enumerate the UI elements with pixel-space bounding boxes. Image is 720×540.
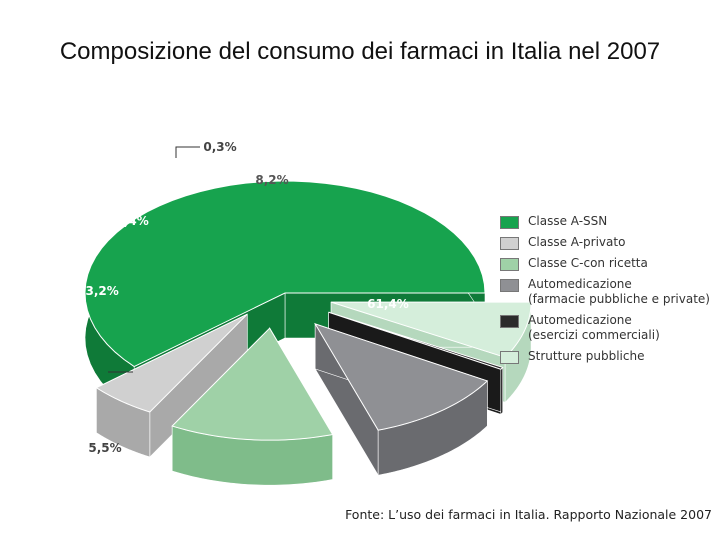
slice-label-1: 5,5% <box>88 441 121 455</box>
slice-label-2: 13,2% <box>77 284 119 298</box>
legend-label: Automedicazione (farmacie pubbliche e pri… <box>528 277 710 306</box>
legend-swatch <box>500 237 519 250</box>
legend-item-4: Automedicazione (esercizi commerciali) <box>500 313 715 343</box>
legend-label: Automedicazione (esercizi commerciali) <box>528 313 660 342</box>
pie-slice-2 <box>171 327 334 486</box>
slice-label-0: 61,4% <box>367 297 409 311</box>
legend-label: Strutture pubbliche <box>528 349 645 363</box>
pie-slice-3 <box>314 322 489 477</box>
slice-label-3: 11,4% <box>107 214 149 228</box>
legend-item-3: Automedicazione (farmacie pubbliche e pri… <box>500 277 715 307</box>
slice-label-4: 0,3% <box>203 140 236 154</box>
slice-label-5: 8,2% <box>255 173 288 187</box>
leader-line-0-3 <box>175 146 200 158</box>
source-note: Fonte: L’uso dei farmaci in Italia. Rapp… <box>345 507 712 522</box>
legend-swatch <box>500 351 519 364</box>
legend-item-2: Classe C-con ricetta <box>500 256 715 271</box>
legend-label: Classe A-SSN <box>528 214 608 228</box>
pie-slice-1 <box>95 313 248 458</box>
legend: Classe A-SSN Classe A-privato Classe C-con… <box>500 214 715 370</box>
legend-swatch <box>500 279 519 292</box>
legend-swatch <box>500 258 519 271</box>
legend-swatch <box>500 315 519 328</box>
legend-item-0: Classe A-SSN <box>500 214 715 229</box>
legend-label: Classe C-con ricetta <box>528 256 648 270</box>
legend-item-5: Strutture pubbliche <box>500 349 715 364</box>
legend-item-1: Classe A-privato <box>500 235 715 250</box>
chart-title: Composizione del consumo dei farmaci in … <box>59 38 661 65</box>
legend-label: Classe A-privato <box>528 235 626 249</box>
legend-swatch <box>500 216 519 229</box>
